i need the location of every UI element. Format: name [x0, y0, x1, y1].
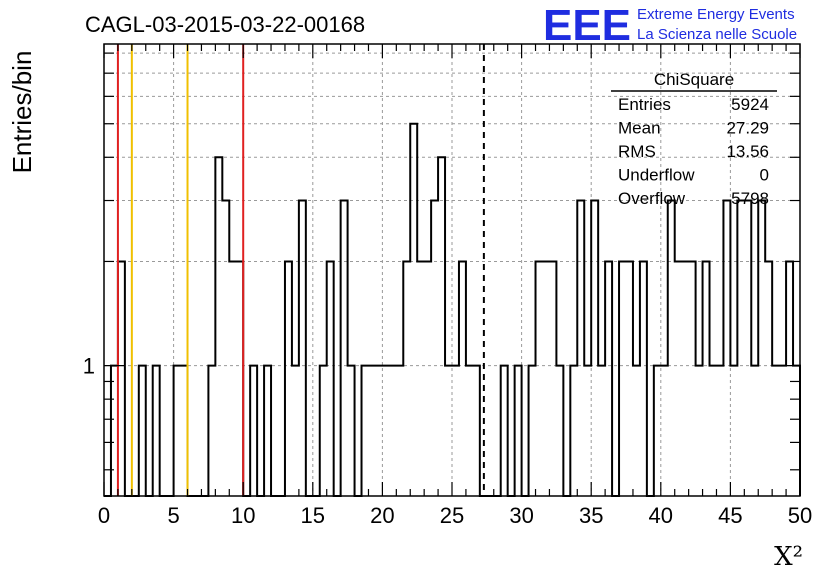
stats-row-value: 13.56	[726, 142, 769, 161]
stats-title: ChiSquare	[654, 70, 734, 89]
stats-row-value: 27.29	[726, 119, 769, 138]
stats-row-value: 5798	[731, 189, 769, 208]
x-tick-labels: 0 5 10 15 20 25 30 35 40 45 50	[98, 503, 812, 528]
histogram	[104, 122, 801, 497]
x-tick-label: 10	[231, 503, 255, 528]
stats-row-value: 0	[760, 166, 769, 185]
x-tick-label: 0	[98, 503, 110, 528]
stats-row-label: Mean	[618, 119, 661, 138]
chart-title: CAGL-03-2015-03-22-00168	[85, 12, 365, 37]
y-axis-label: Entries/bin	[7, 51, 37, 174]
x-tick-label: 45	[718, 503, 742, 528]
histogram-outline	[104, 122, 801, 497]
y-tick-labels: 1	[83, 354, 95, 379]
stats-row-label: Underflow	[618, 166, 695, 185]
x-axis-label: X²	[774, 542, 803, 572]
x-tick-label: 35	[579, 503, 603, 528]
stats-row-label: RMS	[618, 142, 656, 161]
x-tick-label: 40	[649, 503, 673, 528]
stats-row-label: Overflow	[618, 189, 686, 208]
logo-line-2: La Scienza nelle Scuole	[637, 26, 797, 43]
stats-row-value: 5924	[731, 95, 769, 114]
axes	[103, 43, 801, 497]
logo-line-1: Extreme Energy Events	[637, 6, 795, 23]
x-tick-label: 15	[301, 503, 325, 528]
marker-lines	[116, 44, 485, 496]
x-tick-label: 30	[509, 503, 533, 528]
x-tick-label: 50	[788, 503, 812, 528]
y-tick-label: 1	[83, 354, 95, 379]
logo-mark: EEE	[543, 1, 631, 50]
stats-row-label: Entries	[618, 95, 671, 114]
x-tick-label: 25	[440, 503, 464, 528]
x-tick-label: 20	[370, 503, 394, 528]
stats-box: ChiSquare Entries 5924 Mean 27.29 RMS 13.56 Un…	[611, 70, 777, 208]
x-tick-label: 5	[167, 503, 179, 528]
logo: EEE Extreme Energy Events La Scienza nel…	[543, 1, 797, 50]
